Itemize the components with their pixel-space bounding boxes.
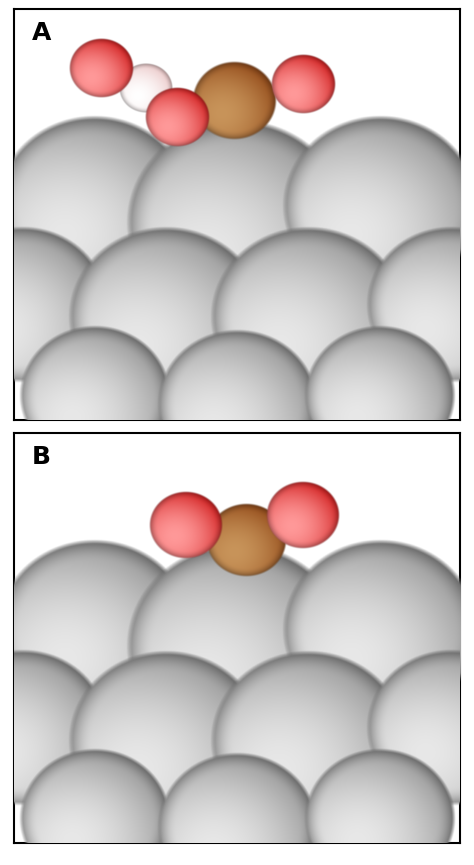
Text: B: B [32, 445, 51, 469]
Text: A: A [32, 21, 51, 45]
